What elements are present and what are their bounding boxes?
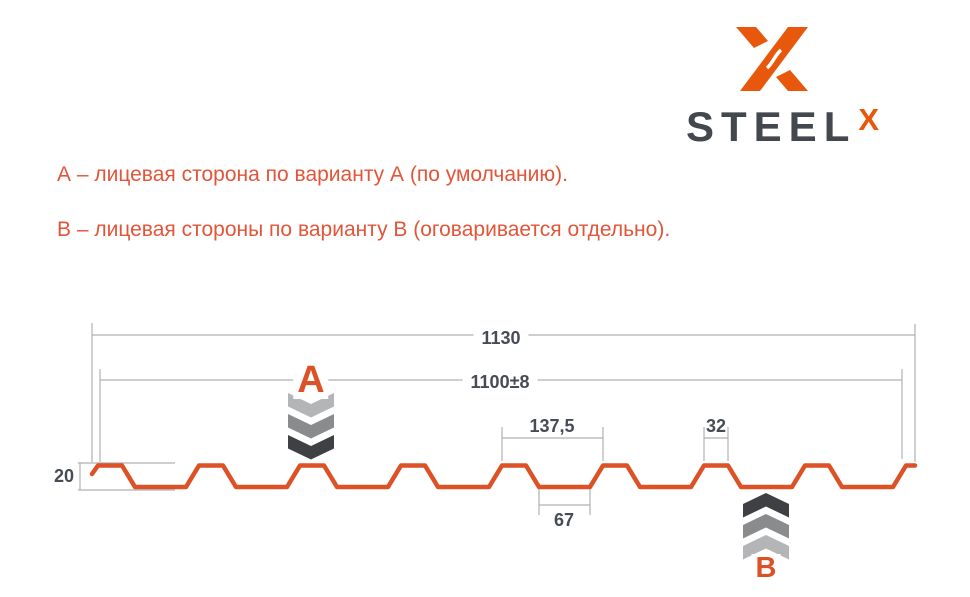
chevron-down-mid [288,414,334,439]
brand-name: STEEL [686,103,857,150]
chevron-up-mid [743,514,789,539]
side-a-label: A [293,361,329,399]
chevron-down-light [288,393,334,418]
side-b-chevrons-icon [743,493,789,560]
sheet-profile-line [89,463,918,490]
logo-backslash-bottom-arm [776,70,808,91]
steelx-logo-icon [736,27,808,91]
note-variant-a: А – лицевая сторона по варианту А (по ум… [57,163,568,186]
dim-label-overall-width: 1130 [473,329,529,347]
side-b-label: B [751,554,781,583]
note-variant-b: В – лицевая стороны по варианту В (огова… [57,218,671,241]
dim-label-rib-pitch: 137,5 [529,416,575,436]
chevron-up-dark [743,493,789,518]
chevron-up-light [743,535,789,560]
brand-suffix-x: X [858,102,880,137]
dim-label-rib-top-width: 32 [705,416,727,436]
dim-label-rib-bottom-width: 67 [553,510,575,530]
dim-label-cover-width: 1100±8 [462,373,538,391]
wordmark: STEELX [686,103,879,150]
side-a-chevrons-icon [288,393,334,460]
logo-backslash-top-arm [736,27,768,48]
chevron-down-dark [288,435,334,460]
logo-link-seam [765,48,783,70]
dim-label-profile-height: 20 [53,466,74,486]
